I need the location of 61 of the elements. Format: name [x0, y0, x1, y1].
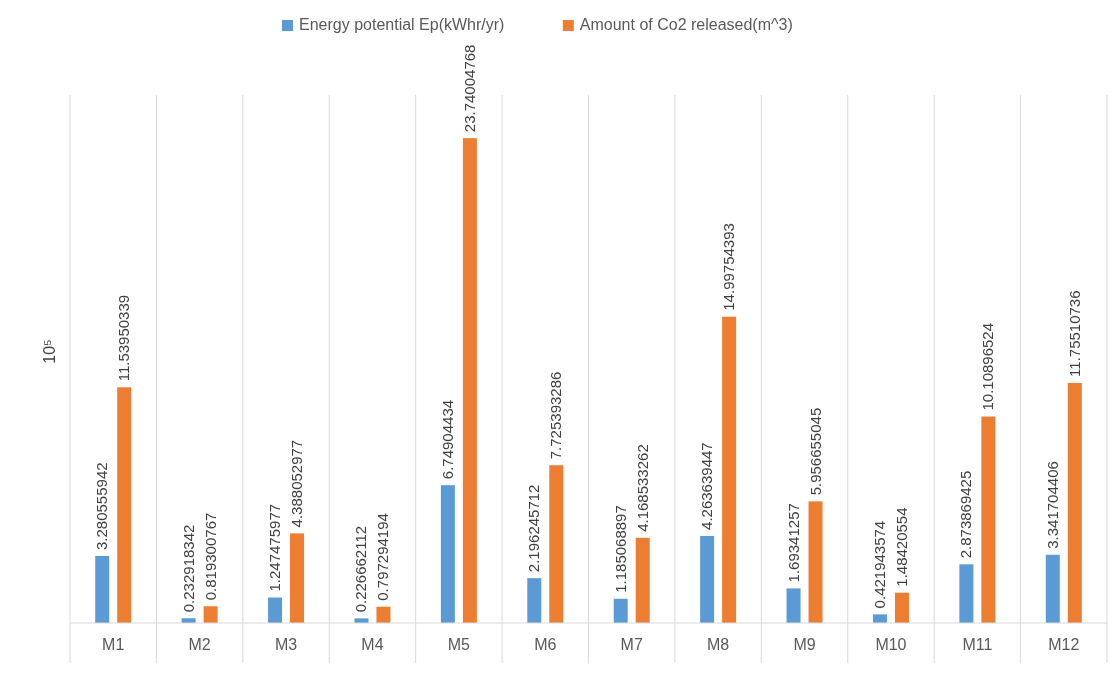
data-label: 0.232918342 [179, 524, 197, 613]
data-label: 4.168533262 [633, 444, 651, 532]
x-tick-label: M3 [274, 636, 298, 653]
data-label: 0.797294194 [374, 513, 392, 601]
bar [462, 138, 477, 623]
data-label: 4.388052977 [288, 439, 306, 528]
bar [635, 537, 650, 623]
bar [894, 592, 909, 623]
bar [117, 387, 132, 623]
data-label: 14.99754393 [720, 223, 738, 311]
data-label: 0.226662112 [352, 525, 370, 613]
bar [613, 598, 628, 623]
x-tick-label: M7 [620, 636, 643, 653]
data-label: 3.280555942 [93, 462, 111, 550]
data-label: 1.247475977 [266, 503, 284, 592]
data-label: 0.421943574 [870, 520, 888, 609]
x-tick-label: M8 [707, 636, 730, 653]
bar [290, 533, 305, 623]
legend-label: Energy potential Ep(kWhr/yr) [299, 16, 505, 33]
x-tick-label: M10 [875, 636, 907, 653]
bar [808, 501, 823, 623]
data-label: 10.10896524 [979, 322, 997, 411]
bar [549, 465, 564, 623]
data-label: 23.74004768 [460, 44, 478, 133]
data-label: 11.53950339 [115, 294, 133, 382]
x-tick-label: M1 [102, 636, 125, 653]
data-label: 1.69341257 [784, 503, 802, 583]
x-tick-label: M9 [793, 636, 816, 653]
data-label: 4.263639447 [698, 442, 716, 530]
bar [95, 556, 110, 623]
data-label: 1.185068897 [611, 505, 629, 593]
x-tick-label: M5 [447, 636, 471, 653]
x-tick-label: M4 [361, 636, 384, 653]
bar [1045, 554, 1060, 623]
bar [376, 606, 391, 623]
bar [700, 535, 715, 623]
bar [981, 416, 996, 623]
data-label: 11.75510736 [1065, 290, 1083, 377]
data-label: 3.341704406 [1043, 461, 1061, 549]
data-label: 7.725393286 [547, 371, 565, 460]
data-label: 2.873869425 [957, 470, 975, 559]
x-tick-label: M11 [962, 636, 993, 653]
bar [872, 614, 887, 623]
bar [203, 606, 218, 623]
y-axis-title: 10⁵ [41, 339, 58, 364]
data-label: 1.48420554 [892, 507, 910, 587]
x-tick-label: M2 [188, 636, 211, 653]
data-label: 0.819300767 [201, 512, 219, 601]
x-tick-label: M6 [534, 636, 557, 653]
bar [959, 564, 974, 623]
bar [722, 316, 737, 623]
legend-label: Amount of Co2 released(m^3) [579, 16, 793, 33]
data-label: 2.196245712 [525, 484, 543, 573]
data-label: 5.956655045 [806, 407, 824, 496]
bar [527, 578, 542, 623]
data-label: 6.74904434 [438, 399, 456, 480]
x-tick-label: M12 [1048, 636, 1080, 653]
bar [1067, 382, 1082, 623]
bar [440, 485, 455, 623]
bar [786, 588, 801, 623]
bar [268, 597, 283, 623]
